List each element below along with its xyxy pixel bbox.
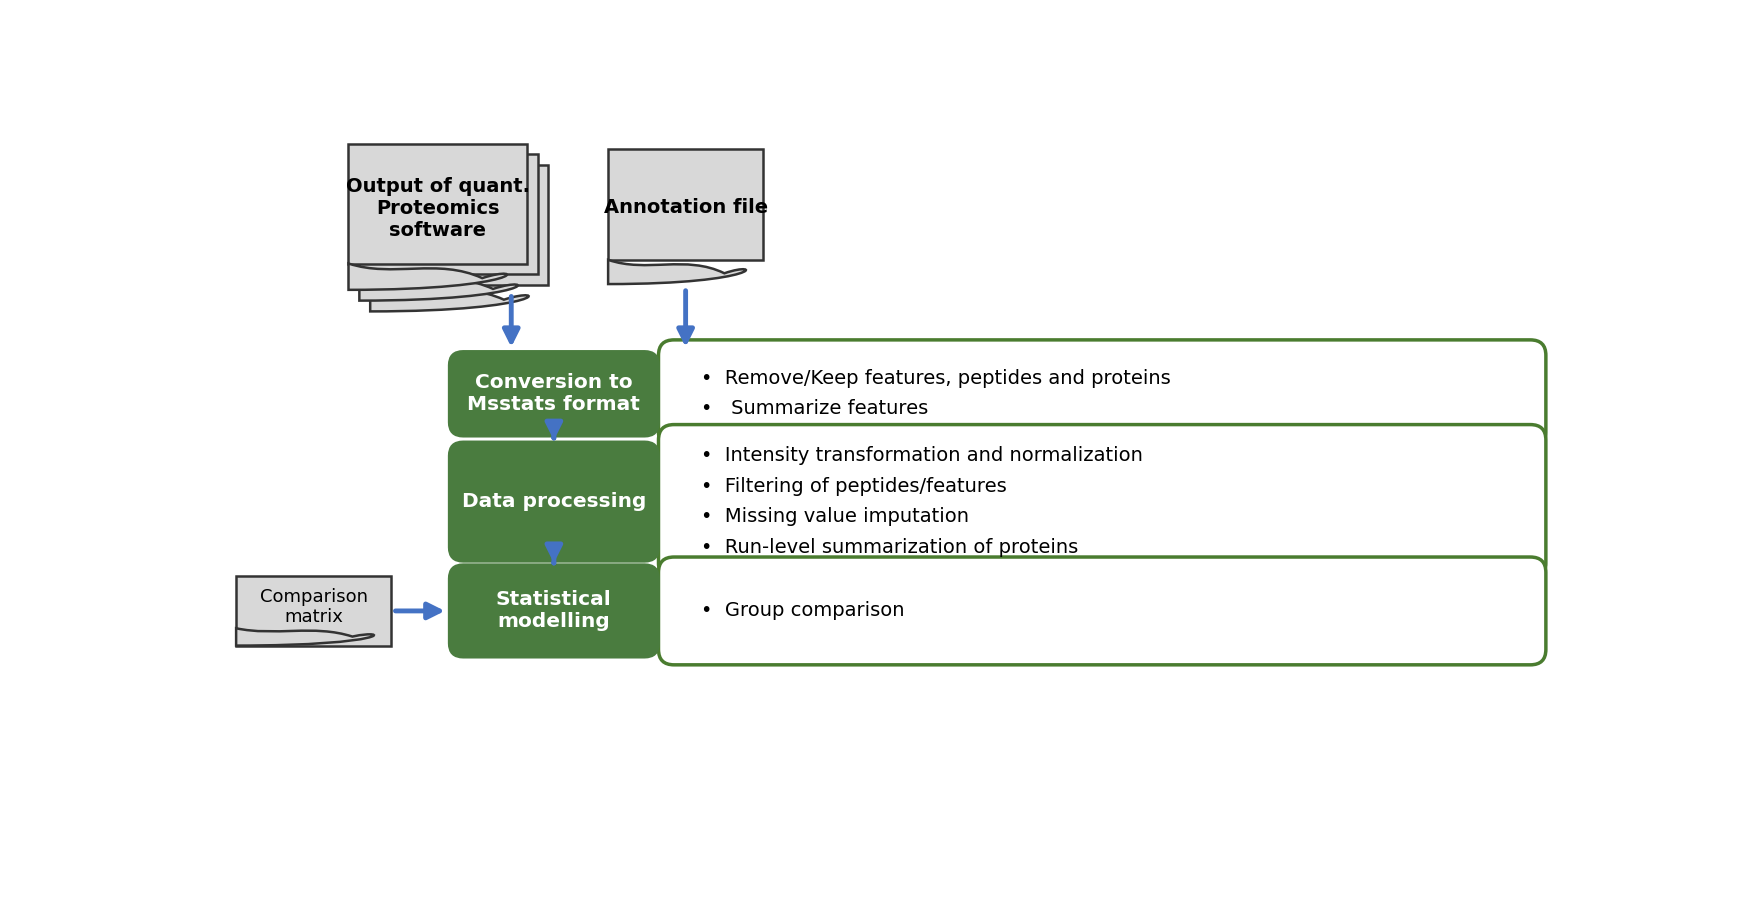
Text: Annotation file: Annotation file bbox=[603, 198, 767, 217]
Text: •  Run-level summarization of proteins: • Run-level summarization of proteins bbox=[700, 538, 1078, 558]
Text: •  Filtering of peptides/features: • Filtering of peptides/features bbox=[700, 477, 1005, 496]
FancyBboxPatch shape bbox=[658, 424, 1545, 578]
Text: •  Remove/Keep features, peptides and proteins: • Remove/Keep features, peptides and pro… bbox=[700, 369, 1170, 388]
Text: •   Summarize features: • Summarize features bbox=[700, 399, 928, 418]
Text: •  Intensity transformation and normalization: • Intensity transformation and normaliza… bbox=[700, 446, 1143, 465]
Text: Data processing: Data processing bbox=[462, 492, 646, 511]
PathPatch shape bbox=[370, 285, 529, 312]
FancyBboxPatch shape bbox=[236, 577, 392, 646]
PathPatch shape bbox=[360, 274, 517, 301]
FancyBboxPatch shape bbox=[370, 165, 549, 285]
FancyBboxPatch shape bbox=[450, 351, 658, 436]
FancyBboxPatch shape bbox=[609, 150, 762, 259]
FancyBboxPatch shape bbox=[450, 565, 658, 657]
FancyBboxPatch shape bbox=[360, 154, 538, 274]
PathPatch shape bbox=[236, 628, 374, 646]
FancyBboxPatch shape bbox=[658, 340, 1545, 448]
FancyBboxPatch shape bbox=[658, 557, 1545, 665]
Text: •  Missing value imputation: • Missing value imputation bbox=[700, 507, 968, 526]
Text: •  Group comparison: • Group comparison bbox=[700, 602, 905, 621]
Text: Conversion to
Msstats format: Conversion to Msstats format bbox=[467, 373, 640, 414]
Text: Comparison
matrix: Comparison matrix bbox=[259, 587, 367, 626]
PathPatch shape bbox=[348, 263, 506, 290]
FancyBboxPatch shape bbox=[450, 441, 658, 561]
PathPatch shape bbox=[609, 259, 746, 284]
FancyBboxPatch shape bbox=[348, 143, 526, 263]
Text: Statistical
modelling: Statistical modelling bbox=[496, 590, 612, 632]
Text: Output of quant.
Proteomics
software: Output of quant. Proteomics software bbox=[346, 177, 529, 241]
